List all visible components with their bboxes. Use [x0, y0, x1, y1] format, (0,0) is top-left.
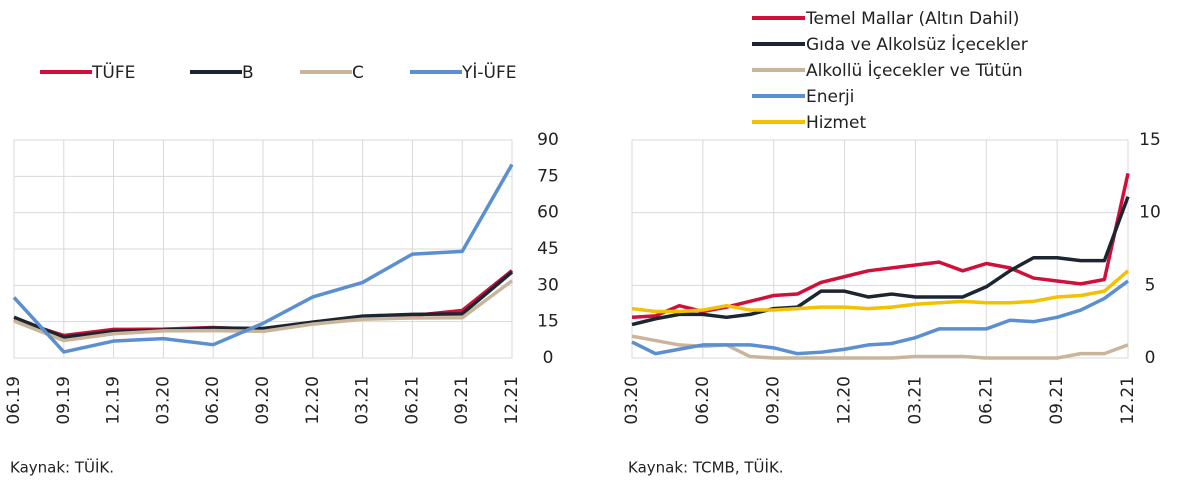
series-line	[631, 196, 1130, 327]
source-note: Kaynak: TCMB, TÜİK.	[628, 458, 784, 477]
x-tick-label: 12.21	[1118, 376, 1138, 425]
y-tick-label: 60	[537, 203, 559, 223]
legend-label: Gıda ve Alkolsüz İçecekler	[806, 34, 1028, 55]
x-tick-label: 09.21	[1047, 376, 1067, 425]
x-tick-label: 06.20	[203, 376, 223, 425]
y-tick-label: 15	[537, 312, 559, 332]
x-tick-label: 09.21	[452, 376, 472, 425]
x-tick-label: 06.21	[976, 376, 996, 425]
plot-frame	[631, 139, 1129, 359]
x-tick-label: 12.19	[104, 376, 124, 425]
y-tick-label: 90	[537, 130, 559, 150]
plot-frame	[13, 139, 513, 359]
series-line	[631, 269, 1130, 314]
y-tick-label: 0	[1145, 348, 1156, 368]
source-note: Kaynak: TÜİK.	[10, 458, 114, 477]
x-tick-label: 09.20	[253, 376, 273, 425]
y-tick-label: 10	[1139, 203, 1161, 223]
y-tick-label: 5	[1145, 275, 1156, 295]
y-tick-label: 0	[543, 348, 554, 368]
x-tick-label: 03.20	[153, 376, 173, 425]
x-tick-label: 09.19	[54, 376, 74, 425]
y-tick-label: 45	[537, 239, 559, 259]
x-tick-label: 03.20	[622, 376, 642, 425]
legend-label: Temel Mallar (Altın Dahil)	[805, 9, 1019, 29]
x-tick-label: 12.20	[835, 376, 855, 425]
x-tick-label: 06.19	[4, 376, 24, 425]
legend-label: Enerji	[806, 87, 854, 107]
x-tick-label: 03.21	[353, 376, 373, 425]
legend-label: Alkollü İçecekler ve Tütün	[806, 60, 1023, 81]
x-tick-label: 09.20	[764, 376, 784, 425]
legend-label: Hizmet	[806, 113, 866, 133]
x-tick-label: 06.21	[402, 376, 422, 425]
series-line	[13, 270, 514, 339]
x-tick-label: 12.20	[303, 376, 323, 425]
legend-label: B	[242, 63, 254, 83]
y-tick-label: 15	[1139, 130, 1161, 150]
legend-label: C	[352, 63, 364, 83]
x-tick-label: 03.21	[905, 376, 925, 425]
series-line	[631, 334, 1129, 360]
series-line	[12, 163, 514, 354]
x-tick-label: 12.21	[502, 376, 522, 425]
series-line	[631, 279, 1130, 356]
y-tick-label: 30	[537, 275, 559, 295]
x-tick-label: 06.20	[693, 376, 713, 425]
legend-label: TÜFE	[91, 61, 135, 83]
y-tick-label: 75	[537, 166, 559, 186]
series-line	[13, 279, 514, 343]
legend-label: Yİ-ÜFE	[461, 61, 517, 83]
